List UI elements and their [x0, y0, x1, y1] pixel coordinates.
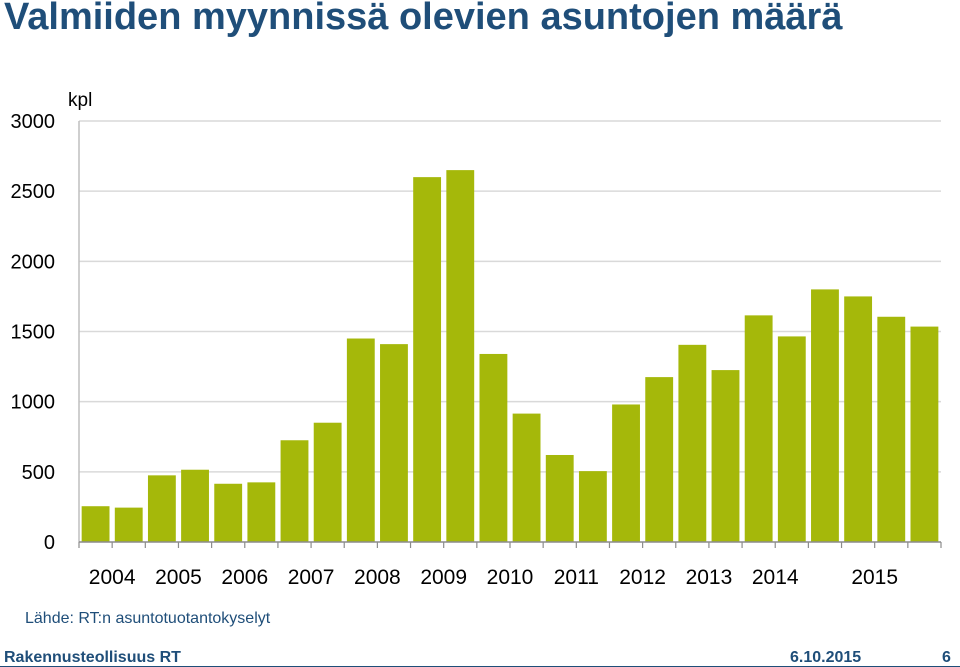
bar: [678, 344, 707, 542]
chart-title: Valmiiden myynnissä olevien asuntojen mä…: [4, 0, 843, 38]
bar: [81, 506, 110, 542]
x-tick-labels: 2004 2005 2006 2007 2008 2009 2010 2011 2012 2013…: [89, 566, 898, 589]
y-axis-unit-label: kpl: [68, 90, 92, 111]
x-tick-label: 2010: [487, 566, 534, 589]
bar: [247, 482, 276, 542]
bar: [844, 296, 873, 542]
bar: [346, 338, 375, 542]
axes: [78, 121, 942, 548]
footer-page-number: 6: [942, 649, 951, 666]
bar: [380, 344, 408, 542]
x-tick-label: 2011: [554, 566, 599, 589]
bar: [910, 326, 939, 542]
bar: [512, 413, 541, 542]
x-tick-label: 2012: [619, 566, 666, 589]
y-tick-label: 1000: [11, 392, 56, 414]
y-tick-labels: 0 500 1000 1500 2000 2500 3000: [11, 111, 56, 554]
bar: [811, 289, 839, 542]
x-tick-label: 2013: [686, 566, 733, 589]
bar: [877, 316, 906, 542]
x-tick-label: 2007: [288, 566, 335, 589]
gridlines: [79, 120, 941, 473]
x-tick-label: 2015: [851, 566, 898, 589]
bar: [545, 454, 574, 542]
footer-date: 6.10.2015: [790, 649, 862, 666]
x-tick-label: 2014: [752, 566, 799, 589]
x-tick-label: 2006: [221, 566, 268, 589]
y-tick-label: 2000: [11, 251, 56, 273]
bar: [645, 377, 674, 542]
y-tick-label: 500: [22, 462, 55, 484]
y-tick-label: 3000: [11, 111, 56, 133]
bar: [413, 177, 442, 542]
bar: [280, 440, 309, 542]
bar: [777, 336, 806, 542]
bar: [578, 471, 607, 542]
y-tick-label: 2500: [11, 181, 56, 203]
bar: [612, 404, 640, 542]
footer-organization: Rakennusteollisuus RT: [4, 649, 181, 666]
source-note: Lähde: RT:n asuntotuotantokyselyt: [25, 610, 271, 627]
bar: [711, 370, 740, 542]
bars: [81, 170, 939, 542]
bar: [147, 475, 176, 542]
bar: [446, 170, 475, 542]
y-tick-label: 0: [44, 532, 55, 554]
y-tick-label: 1500: [11, 322, 56, 344]
x-tick-label: 2009: [420, 566, 467, 589]
x-tick-label: 2004: [89, 566, 136, 589]
bar: [114, 507, 143, 542]
bar: [479, 353, 508, 542]
x-tick-label: 2008: [354, 566, 401, 589]
x-tick-label: 2005: [155, 566, 202, 589]
bar: [181, 469, 209, 542]
bar: [744, 315, 773, 542]
bar: [214, 483, 243, 542]
bar: [313, 422, 342, 542]
